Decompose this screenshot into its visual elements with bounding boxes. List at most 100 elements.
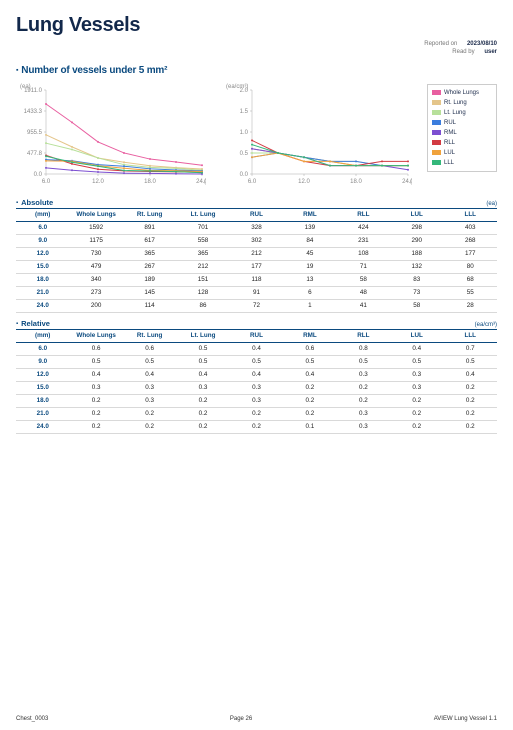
table-cell: 0.2 (123, 420, 176, 433)
table-cell: 24.0 (16, 420, 69, 433)
table-cell: 0.2 (176, 407, 229, 420)
absolute-header: Absolute (ea) (16, 198, 497, 209)
table-row: 24.00.20.20.20.20.10.30.20.2 (16, 420, 497, 433)
table-header: RLL (337, 209, 390, 222)
table-row: 21.00.20.20.20.20.20.30.20.2 (16, 407, 497, 420)
table-cell: 0.5 (283, 355, 336, 368)
table-cell: 0.2 (337, 381, 390, 394)
svg-text:0.0: 0.0 (34, 172, 43, 178)
table-cell: 891 (123, 221, 176, 234)
absolute-table: (mm)Whole LungsRt. LungLt. LungRULRMLRLL… (16, 209, 497, 313)
table-cell: 0.5 (230, 355, 283, 368)
read-by-value: user (476, 49, 497, 55)
legend-item: Whole Lungs (432, 88, 492, 98)
relative-label: Relative (16, 319, 50, 328)
table-cell: 0.3 (390, 368, 443, 381)
table-row: 6.01592891701328139424298403 (16, 221, 497, 234)
table-cell: 0.4 (230, 342, 283, 355)
table-cell: 212 (176, 260, 229, 273)
absolute-unit: (ea) (486, 201, 497, 207)
table-cell: 189 (123, 273, 176, 286)
table-cell: 424 (337, 221, 390, 234)
table-cell: 15.0 (16, 260, 69, 273)
table-header: LLL (444, 330, 498, 343)
table-cell: 21.0 (16, 286, 69, 299)
legend-text: LUL (444, 150, 455, 156)
table-cell: 328 (230, 221, 283, 234)
table-cell: 0.5 (390, 355, 443, 368)
legend-text: Whole Lungs (444, 90, 479, 96)
table-cell: 0.4 (69, 368, 122, 381)
svg-text:0.0: 0.0 (239, 172, 248, 178)
table-header: RUL (230, 209, 283, 222)
table-cell: 365 (176, 247, 229, 260)
table-header: RML (283, 209, 336, 222)
legend-swatch (432, 110, 441, 115)
table-header: Lt. Lung (176, 330, 229, 343)
table-cell: 0.3 (230, 381, 283, 394)
table-header: RML (283, 330, 336, 343)
table-cell: 273 (69, 286, 122, 299)
table-header: Whole Lungs (69, 330, 122, 343)
table-cell: 28 (444, 299, 498, 312)
table-row: 9.00.50.50.50.50.50.50.50.5 (16, 355, 497, 368)
table-cell: 80 (444, 260, 498, 273)
table-cell: 58 (390, 299, 443, 312)
table-cell: 403 (444, 221, 498, 234)
legend-swatch (432, 140, 441, 145)
svg-text:(Depth): (Depth) (204, 179, 206, 185)
table-cell: 0.3 (123, 394, 176, 407)
table-header: (mm) (16, 209, 69, 222)
svg-text:955.5: 955.5 (27, 130, 43, 136)
table-cell: 114 (123, 299, 176, 312)
table-cell: 0.5 (123, 355, 176, 368)
table-cell: 0.6 (123, 342, 176, 355)
table-cell: 145 (123, 286, 176, 299)
table-cell: 0.2 (230, 420, 283, 433)
svg-text:12.0: 12.0 (92, 179, 104, 185)
table-cell: 268 (444, 234, 498, 247)
table-row: 18.034018915111813588368 (16, 273, 497, 286)
table-header: Lt. Lung (176, 209, 229, 222)
svg-text:18.0: 18.0 (350, 179, 362, 185)
table-cell: 0.5 (69, 355, 122, 368)
table-row: 12.00.40.40.40.40.40.30.30.4 (16, 368, 497, 381)
legend-text: RLL (444, 140, 455, 146)
relative-header: Relative (ea/cm³) (16, 319, 497, 330)
table-cell: 45 (283, 247, 336, 260)
table-cell: 0.2 (390, 394, 443, 407)
table-cell: 0.3 (176, 381, 229, 394)
table-cell: 58 (337, 273, 390, 286)
table-cell: 151 (176, 273, 229, 286)
table-header: LUL (390, 209, 443, 222)
relative-table: (mm)Whole LungsRt. LungLt. LungRULRMLRLL… (16, 330, 497, 434)
table-cell: 12.0 (16, 247, 69, 260)
section-title: Number of vessels under 5 mm² (16, 65, 497, 76)
table-cell: 6.0 (16, 342, 69, 355)
table-cell: 0.5 (176, 355, 229, 368)
table-cell: 0.5 (337, 355, 390, 368)
table-cell: 0.4 (390, 342, 443, 355)
table-cell: 12.0 (16, 368, 69, 381)
table-cell: 0.3 (390, 381, 443, 394)
table-header: RUL (230, 330, 283, 343)
table-header: Rt. Lung (123, 209, 176, 222)
table-cell: 0.3 (123, 381, 176, 394)
table-cell: 55 (444, 286, 498, 299)
table-cell: 231 (337, 234, 390, 247)
svg-text:18.0: 18.0 (144, 179, 156, 185)
svg-text:1433.3: 1433.3 (24, 109, 43, 115)
table-cell: 1592 (69, 221, 122, 234)
table-row: 6.00.60.60.50.40.60.80.40.7 (16, 342, 497, 355)
table-row: 12.073036536521245108188177 (16, 247, 497, 260)
table-cell: 0.5 (176, 342, 229, 355)
svg-text:2.0: 2.0 (239, 88, 248, 94)
table-cell: 21.0 (16, 407, 69, 420)
svg-text:1.5: 1.5 (239, 109, 248, 115)
table-header: Rt. Lung (123, 330, 176, 343)
table-header: Whole Lungs (69, 209, 122, 222)
table-cell: 0.3 (230, 394, 283, 407)
table-header: LLL (444, 209, 498, 222)
table-cell: 13 (283, 273, 336, 286)
table-cell: 19 (283, 260, 336, 273)
